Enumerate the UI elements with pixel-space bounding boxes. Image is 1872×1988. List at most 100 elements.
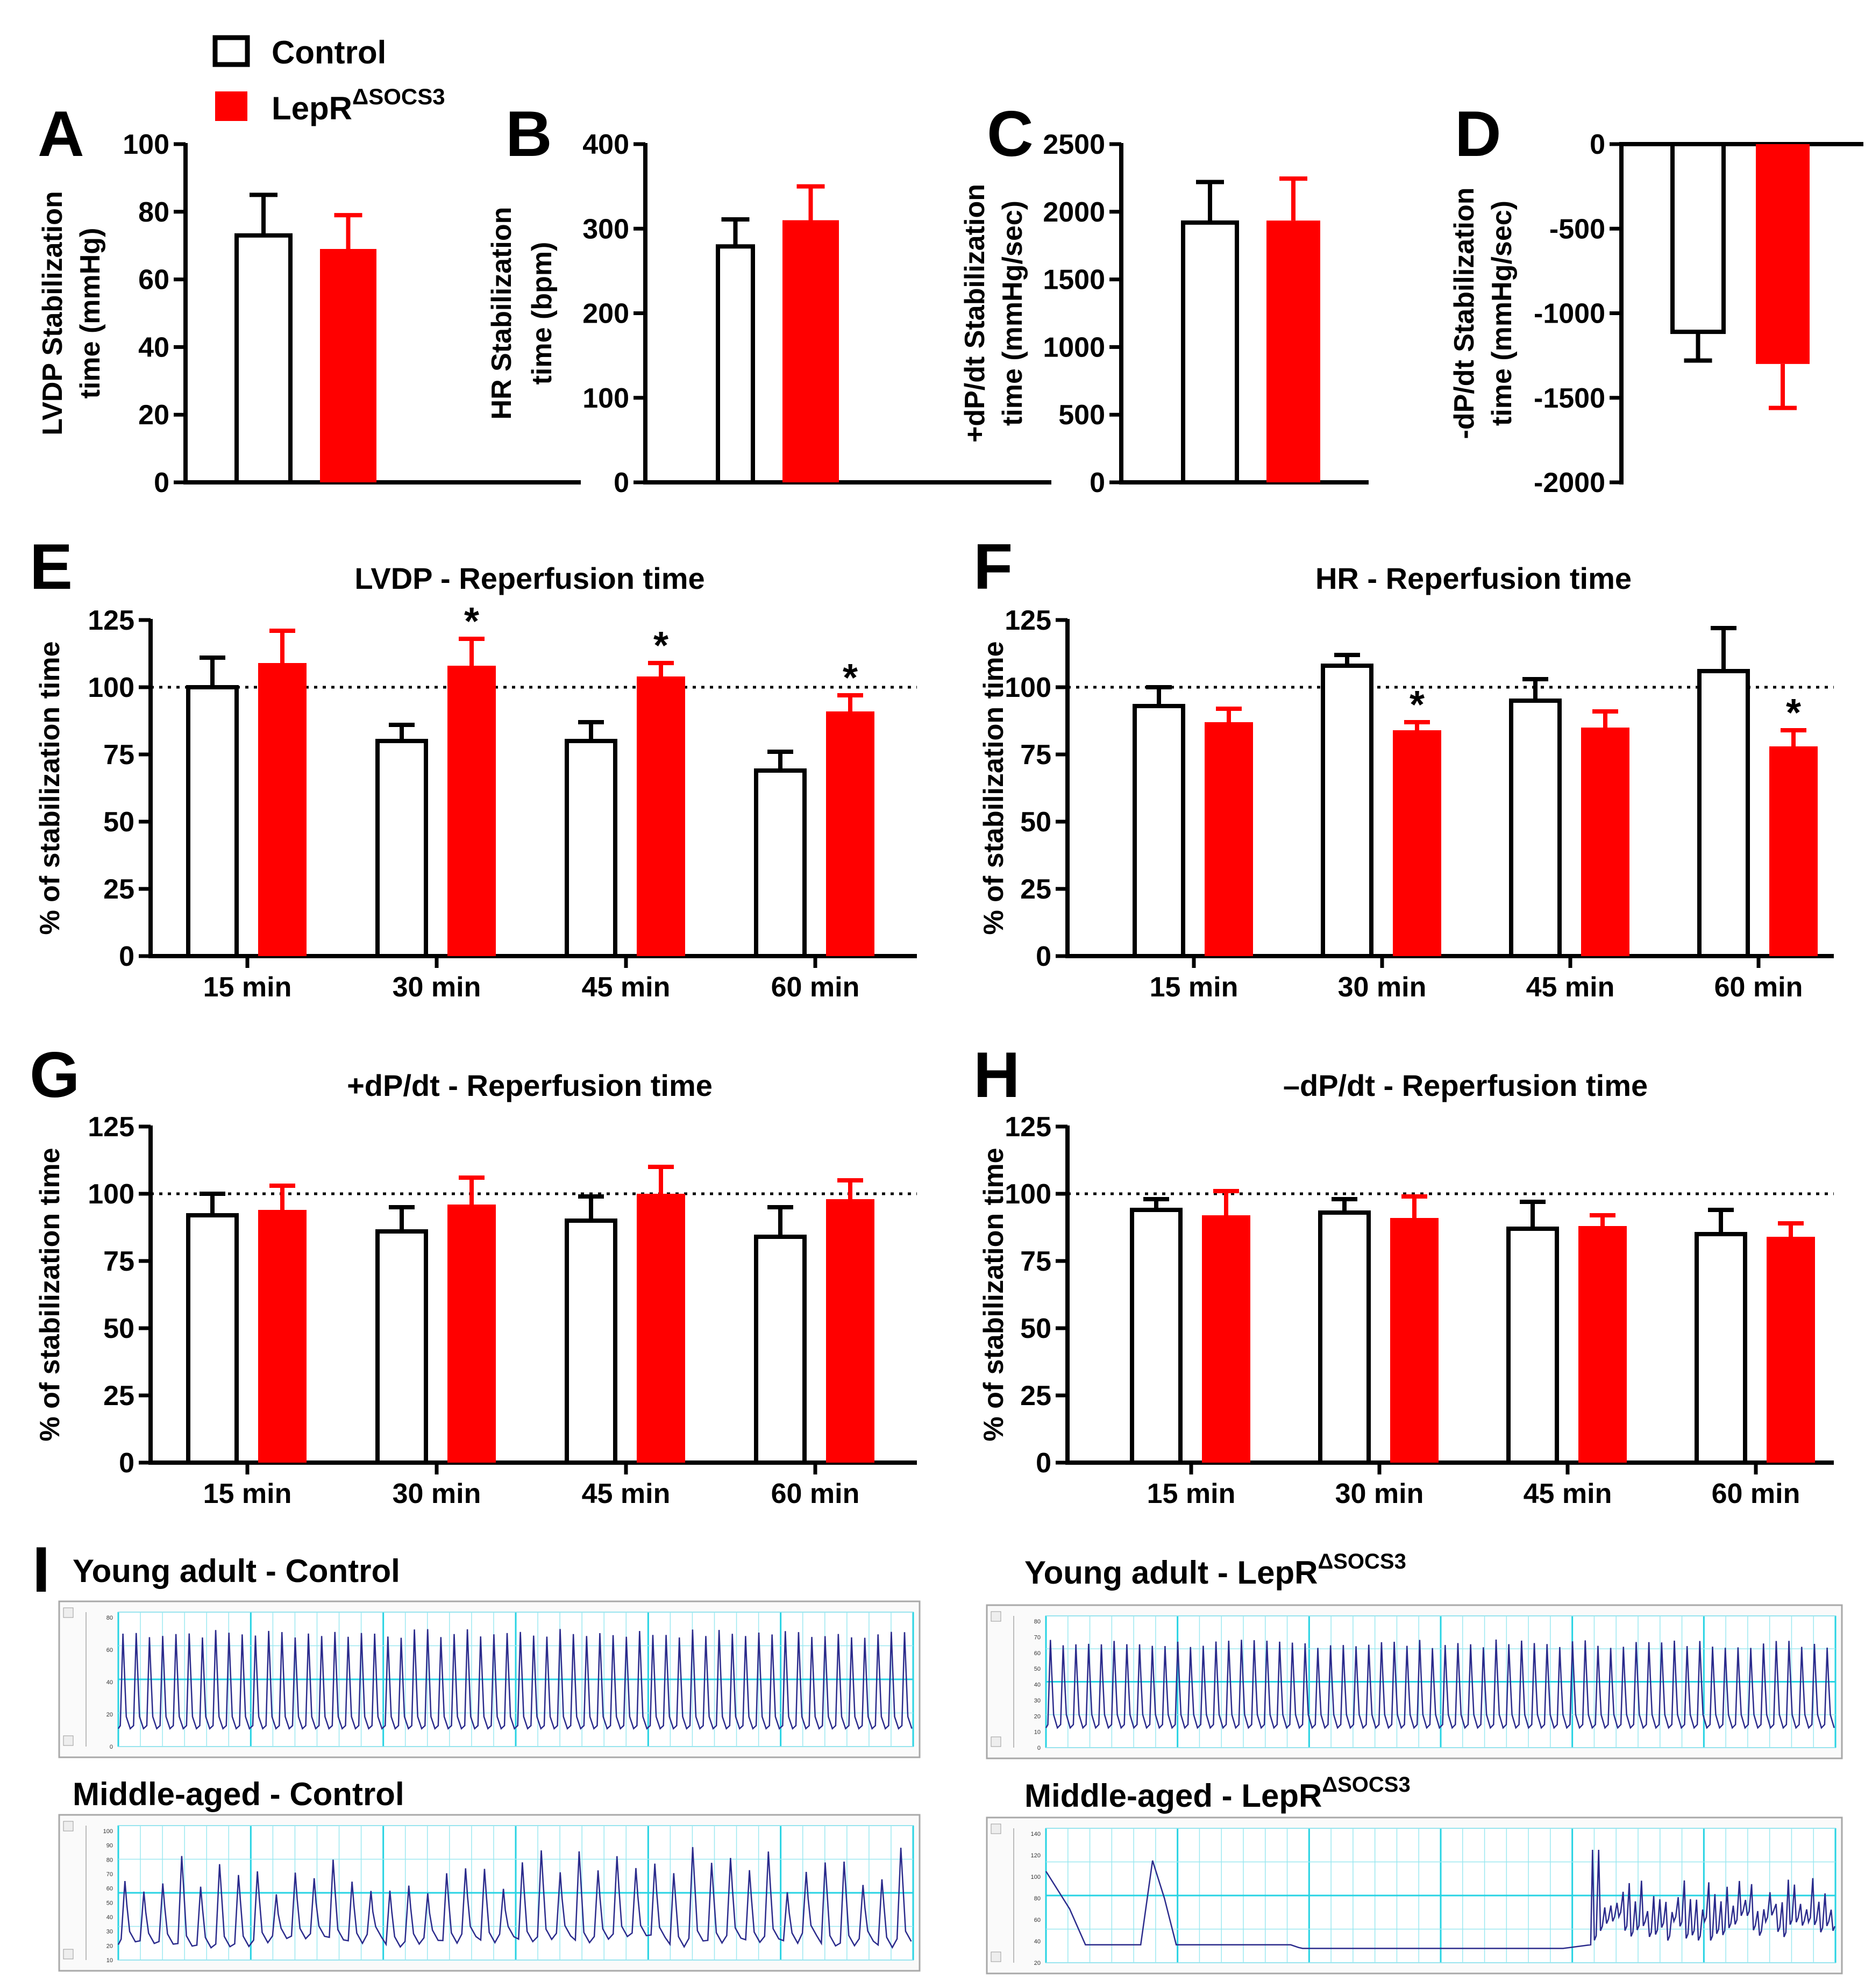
bar-control (1320, 1213, 1369, 1463)
bar-control (237, 236, 290, 482)
x-tick-label: 30 min (1335, 1478, 1424, 1509)
bar-treated (637, 676, 685, 956)
y-axis-label: time (mmHg/sec) (1486, 201, 1518, 426)
bar-control (1132, 1210, 1180, 1463)
y-tick-label: 100 (88, 1179, 134, 1210)
trace-scroll-up (63, 1608, 73, 1618)
trace-title-text: Young adult - LepR (1024, 1555, 1318, 1591)
x-tick-label: 30 min (393, 1478, 481, 1509)
bar-treated (1205, 722, 1253, 956)
trace-y-tick-label: 60 (106, 1647, 113, 1654)
y-tick-label: 100 (88, 672, 134, 703)
trace-y-tick-label: 40 (1034, 1682, 1041, 1688)
y-tick-label: 25 (103, 874, 134, 905)
x-tick-label: 45 min (1524, 1478, 1612, 1509)
y-tick-label: 0 (614, 467, 629, 498)
trace-y-tick-label: 50 (106, 1900, 113, 1906)
y-tick-label: 75 (103, 1246, 134, 1277)
legend-treated-swatch (215, 91, 247, 121)
bar-treated (258, 663, 307, 956)
legend-treated-sup: ΔSOCS3 (352, 84, 445, 109)
trace-y-tick-label: 90 (106, 1843, 113, 1849)
y-tick-label: 75 (1020, 739, 1051, 771)
bar-control (718, 246, 753, 482)
y-tick-label: 25 (1020, 874, 1051, 905)
bar-treated (826, 1199, 874, 1463)
trace-y-tick-label: 80 (106, 1857, 113, 1863)
y-axis-label: time (bpm) (526, 242, 558, 385)
significance-star: * (843, 657, 858, 700)
y-tick-label: 1000 (1043, 332, 1105, 363)
significance-star: * (464, 600, 479, 643)
y-tick-label: 50 (103, 807, 134, 838)
x-tick-label: 45 min (582, 1478, 671, 1509)
y-tick-label: 50 (1020, 1313, 1051, 1344)
x-tick-label: 30 min (393, 972, 481, 1003)
trace-scroll-up (991, 1612, 1001, 1621)
legend-treated-base: LepR (272, 90, 352, 126)
x-tick-label: 15 min (203, 1478, 292, 1509)
x-tick-label: 60 min (771, 1478, 860, 1509)
bar-treated (320, 249, 376, 482)
y-tick-label: 80 (138, 197, 169, 228)
trace-y-tick-label: 20 (1034, 1960, 1041, 1966)
y-axis-label: HR Stabilization (486, 207, 517, 420)
y-tick-label: 60 (138, 265, 169, 296)
significance-star: * (1786, 692, 1801, 735)
y-tick-label: 1500 (1043, 265, 1105, 296)
trace-title-text: Middle-aged - Control (73, 1776, 404, 1812)
x-tick-label: 60 min (1714, 972, 1803, 1003)
trace-y-tick-label: 20 (106, 1943, 113, 1949)
bar-treated (447, 1205, 496, 1463)
y-tick-label: 0 (1090, 467, 1105, 498)
chart-title: +dP/dt - Reperfusion time (347, 1068, 713, 1102)
y-axis-label: time (mmHg/sec) (997, 201, 1028, 426)
panel-label: I (32, 1534, 50, 1606)
bar-treated (447, 666, 496, 956)
bar-control (1135, 706, 1183, 956)
y-tick-label: 100 (1005, 1179, 1051, 1210)
bar-control (378, 741, 426, 956)
trace-y-tick-label: 60 (106, 1886, 113, 1892)
panel-label: C (987, 98, 1034, 170)
chart-title: HR - Reperfusion time (1315, 561, 1632, 595)
y-tick-label: 20 (138, 400, 169, 431)
y-tick-label: 125 (88, 605, 134, 636)
y-tick-label: 50 (1020, 807, 1051, 838)
trace-scroll-down (63, 1736, 73, 1745)
y-axis-label: -dP/dt Stabilization (1449, 188, 1480, 439)
bar-treated (258, 1210, 307, 1463)
trace-y-tick-label: 30 (106, 1929, 113, 1935)
significance-star: * (653, 624, 668, 667)
trace-y-tick-label: 30 (1034, 1698, 1041, 1704)
y-tick-label: 400 (582, 129, 629, 160)
y-tick-label: 0 (154, 467, 169, 498)
y-tick-label: 0 (1590, 129, 1605, 160)
panel-label: G (30, 1039, 80, 1111)
y-axis-label: % of stabilization time (978, 641, 1009, 935)
bar-treated (1266, 220, 1320, 482)
trace-y-tick-label: 50 (1034, 1666, 1041, 1672)
bar-control (1672, 144, 1724, 332)
y-axis-label: % of stabilization time (34, 1148, 66, 1441)
bar-control (1697, 1234, 1745, 1463)
y-tick-label: -1000 (1534, 298, 1605, 330)
chart-title: LVDP - Reperfusion time (354, 561, 704, 595)
y-tick-label: -1500 (1534, 383, 1605, 414)
y-axis-label: time (mmHg) (75, 228, 106, 399)
bar-control (1699, 671, 1748, 956)
bar-treated (1769, 746, 1818, 956)
trace-y-tick-label: 100 (103, 1828, 113, 1835)
y-axis-label: % of stabilization time (34, 641, 66, 935)
trace-y-tick-label: 40 (106, 1679, 113, 1686)
trace-title-text: Middle-aged - LepR (1024, 1778, 1322, 1814)
y-axis-label: +dP/dt Stabilization (959, 184, 991, 443)
y-tick-label: 25 (1020, 1380, 1051, 1412)
trace-title-sup: ΔSOCS3 (1318, 1550, 1406, 1573)
x-tick-label: 30 min (1338, 972, 1427, 1003)
y-tick-label: 0 (119, 1448, 134, 1479)
trace-y-tick-label: 0 (1037, 1745, 1041, 1751)
y-tick-label: 75 (103, 739, 134, 771)
bar-control (756, 771, 805, 956)
y-tick-label: 200 (582, 298, 629, 330)
